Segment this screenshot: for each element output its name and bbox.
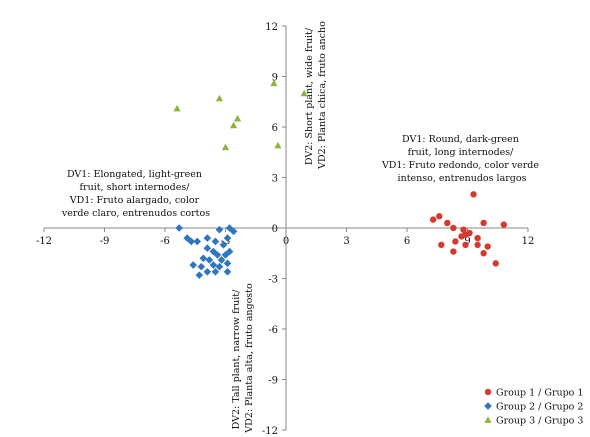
data-point-group-2 xyxy=(175,224,183,232)
legend-label-group-1: Group 1 / Grupo 1 xyxy=(496,388,583,399)
annotation-dv2-positive-line-2: VD2: Planta chica, fruto ancho xyxy=(317,21,328,170)
data-point-group-1 xyxy=(500,221,507,228)
data-point-group-1 xyxy=(438,241,445,249)
annotation-dv1-negative-line-2: fruit, short internodes/ xyxy=(80,182,191,193)
y-tick-label: 6 xyxy=(272,123,278,134)
data-point-group-2 xyxy=(203,267,212,276)
annotation-dv2-positive-line-1: DV2: Short plant, wide fruit/ xyxy=(304,27,315,165)
data-point-group-2 xyxy=(197,262,206,271)
annotation-dv1-positive-line-4: intenso, entrenudos largos xyxy=(398,173,527,184)
data-point-group-2 xyxy=(203,244,212,252)
data-point-group-2 xyxy=(193,237,202,246)
y-tick-label: -12 xyxy=(262,426,278,437)
data-point-group-1 xyxy=(450,224,457,232)
data-point-group-2 xyxy=(189,261,198,269)
annotation-dv1-positive: DV1: Round, dark-green fruit, long inter… xyxy=(381,134,542,184)
annotation-dv2-positive: DV2: Short plant, wide fruit/ VD2: Plant… xyxy=(304,21,328,170)
x-tick-label: 9 xyxy=(464,236,470,247)
annotation-dv2-negative: DV2: Tall plant, narrow fruit/ VD2: Plan… xyxy=(231,283,255,434)
data-point-group-3 xyxy=(234,114,242,122)
y-tick-label: 9 xyxy=(272,73,278,84)
y-tick-label: -6 xyxy=(268,325,278,336)
data-point-group-2 xyxy=(223,267,232,276)
data-point-group-1 xyxy=(462,241,469,249)
x-tick-label: -9 xyxy=(100,236,110,247)
data-point-group-2 xyxy=(211,237,220,246)
data-point-group-2 xyxy=(199,254,208,263)
data-point-group-2 xyxy=(225,247,234,256)
legend-label-group-3: Group 3 / Grupo 3 xyxy=(496,416,583,427)
x-tick-label: 3 xyxy=(343,236,349,247)
data-point-group-1 xyxy=(460,226,467,233)
y-tick-label: 3 xyxy=(272,174,278,185)
data-point-group-1 xyxy=(474,241,481,249)
data-point-group-2 xyxy=(215,262,224,271)
data-point-group-3 xyxy=(300,89,308,97)
data-point-group-1 xyxy=(436,213,443,220)
x-tick-label: 12 xyxy=(522,236,535,247)
data-point-group-1 xyxy=(452,238,459,245)
annotation-dv1-positive-line-1: DV1: Round, dark-green xyxy=(402,134,519,145)
x-tick-label: -3 xyxy=(221,236,231,247)
annotation-dv2-negative-line-1: DV2: Tall plant, narrow fruit/ xyxy=(231,289,242,429)
data-point-group-1 xyxy=(470,191,477,198)
data-point-group-2 xyxy=(211,267,220,276)
annotation-dv2-positive-group: DV2: Short plant, wide fruit/ VD2: Plant… xyxy=(304,21,328,170)
y-tick-label: 0 xyxy=(272,224,278,235)
annotation-dv1-positive-line-2: fruit, long internodes/ xyxy=(408,147,515,158)
data-point-group-2 xyxy=(209,247,218,256)
data-point-group-1 xyxy=(480,250,487,257)
data-point-group-2 xyxy=(205,256,214,264)
data-point-group-2 xyxy=(223,234,232,242)
data-point-group-3 xyxy=(173,104,181,112)
data-point-group-2 xyxy=(203,234,212,242)
data-point-group-2 xyxy=(223,259,232,268)
data-point-group-3 xyxy=(221,143,230,151)
x-tick-label: -12 xyxy=(36,236,52,247)
y-tick-label: 12 xyxy=(265,22,278,33)
legend: Group 1 / Grupo 1 Group 2 / Grupo 2 Group … xyxy=(484,388,583,427)
data-point-group-3 xyxy=(270,79,278,87)
data-point-group-2 xyxy=(221,251,230,259)
data-point-group-1 xyxy=(474,234,481,242)
legend-label-group-2: Group 2 / Grupo 2 xyxy=(496,402,583,413)
legend-marker-group-1 xyxy=(484,388,492,396)
data-point-group-1 xyxy=(492,260,499,267)
data-point-group-2 xyxy=(183,234,191,242)
x-tick-label: 0 xyxy=(283,236,289,247)
annotation-dv1-negative: DV1: Elongated, light-green fruit, short… xyxy=(61,169,210,219)
data-point-group-2 xyxy=(229,227,238,236)
annotation-dv2-negative-line-2: VD2: Planta alta, fruto angosto xyxy=(244,283,255,434)
legend-marker-group-3 xyxy=(484,416,492,423)
x-tick-label: -6 xyxy=(160,236,170,247)
data-point-group-2 xyxy=(195,271,204,279)
data-point-group-2 xyxy=(215,225,224,234)
annotation-dv1-negative-line-4: verde claro, entrenudos cortos xyxy=(61,208,210,219)
data-points xyxy=(173,79,507,279)
data-point-group-1 xyxy=(458,233,465,240)
data-point-group-1 xyxy=(444,219,451,227)
annotation-dv2-negative-group: DV2: Tall plant, narrow fruit/ VD2: Plan… xyxy=(231,283,255,434)
annotation-dv1-negative-line-3: VD1: Fruto alargado, color xyxy=(69,195,200,206)
x-tick-label: 6 xyxy=(404,236,410,247)
annotation-dv1-positive-line-3: VD1: Fruto redondo, color verde xyxy=(381,160,539,171)
data-point-group-1 xyxy=(430,216,437,223)
y-tick-label: -3 xyxy=(268,275,278,286)
y-tick-label: -9 xyxy=(268,376,278,387)
data-point-group-1 xyxy=(480,219,487,227)
data-point-group-2 xyxy=(209,261,218,269)
data-point-group-3 xyxy=(274,141,282,149)
data-point-group-2 xyxy=(217,256,226,264)
data-point-group-2 xyxy=(219,241,228,249)
data-point-group-2 xyxy=(213,251,222,259)
data-point-group-1 xyxy=(450,248,457,255)
legend-marker-group-2 xyxy=(484,402,492,410)
annotation-dv1-negative-line-1: DV1: Elongated, light-green xyxy=(67,169,202,180)
data-point-group-2 xyxy=(187,237,196,246)
axes: -12 -9 -6 -3 0 3 6 9 12 -12 -9 -6 -3 0 3 6 9 12 xyxy=(36,22,534,437)
data-point-group-3 xyxy=(215,94,224,102)
data-point-group-1 xyxy=(484,243,491,250)
data-point-group-3 xyxy=(229,121,238,129)
